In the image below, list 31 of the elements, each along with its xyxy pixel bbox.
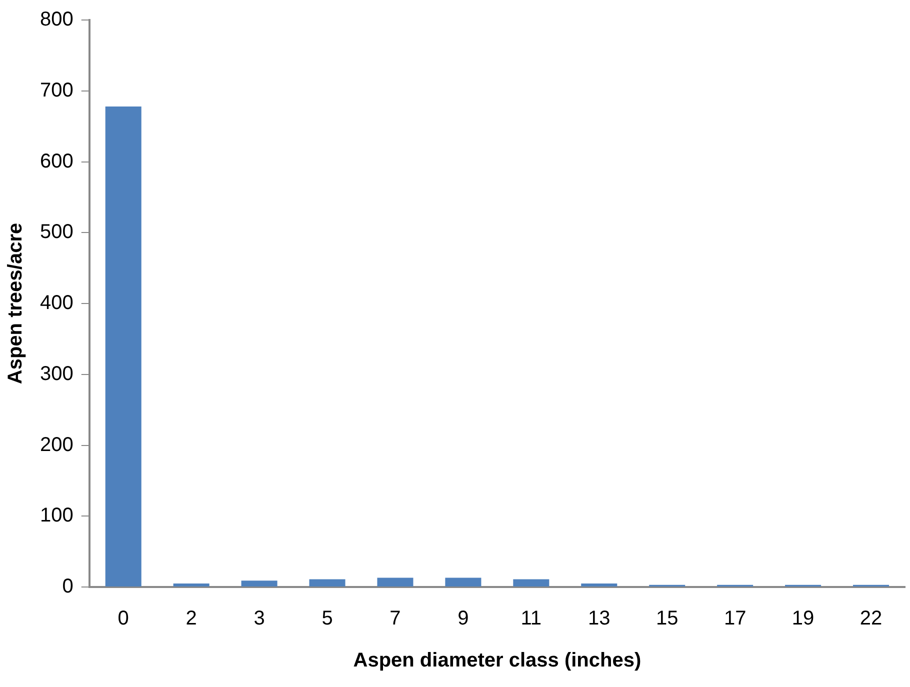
x-tick-label: 11 <box>520 608 542 630</box>
x-tick-label: 2 <box>186 608 197 630</box>
y-tick-label: 300 <box>40 362 74 385</box>
y-tick-label: 800 <box>40 8 74 31</box>
bar <box>581 583 618 586</box>
x-tick-label: 0 <box>118 608 129 630</box>
bar <box>173 583 210 586</box>
bar <box>513 579 550 586</box>
x-tick-label: 5 <box>322 608 333 630</box>
x-tick-label: 15 <box>656 608 678 630</box>
bar <box>309 579 346 586</box>
bar <box>377 578 414 586</box>
y-tick-label: 0 <box>62 576 74 598</box>
y-tick-label: 600 <box>40 150 74 172</box>
bar <box>445 578 482 586</box>
x-tick-label: 19 <box>792 608 814 630</box>
y-tick-label: 100 <box>40 504 74 527</box>
x-tick-label: 22 <box>860 608 882 630</box>
x-tick-label: 3 <box>254 608 265 630</box>
x-tick-label: 13 <box>588 608 610 630</box>
y-tick-label: 200 <box>40 434 74 456</box>
x-axis-title: Aspen diameter class (inches) <box>353 650 642 672</box>
y-tick-label: 400 <box>40 292 74 314</box>
y-tick-label: 500 <box>40 221 74 244</box>
x-tick-label: 17 <box>724 608 746 630</box>
x-tick-label: 7 <box>390 608 401 630</box>
bar <box>105 106 142 586</box>
bar <box>241 580 278 586</box>
y-axis-title: Aspen trees/acre <box>4 222 27 384</box>
x-tick-label: 9 <box>458 608 469 630</box>
y-tick-label: 700 <box>40 79 74 102</box>
